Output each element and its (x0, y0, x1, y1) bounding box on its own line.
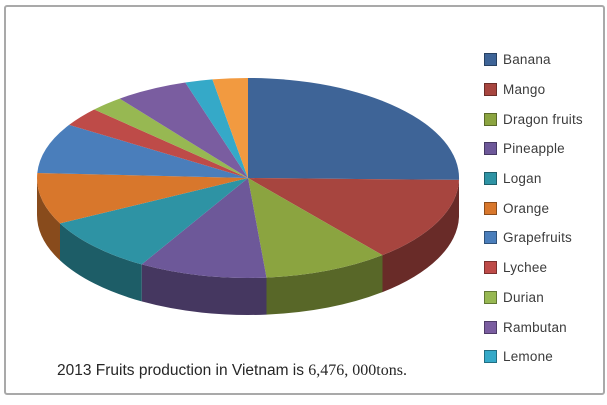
chart-border: Banana Mango Dragon fruits Pineapple Log… (4, 5, 605, 395)
legend-item-pineapple: Pineapple (484, 134, 583, 164)
pie-slice-lychee (69, 109, 248, 178)
legend-swatch-pineapple (484, 142, 497, 156)
pie-slice-durian (94, 98, 248, 178)
pie-slice-lemone (185, 79, 248, 178)
legend-item-rambutan: Rambutan (484, 312, 583, 342)
legend-label-banana: Banana (503, 52, 551, 68)
legend-label-grapefruits: Grapefruits (503, 230, 572, 246)
pie-slice-logan (60, 178, 248, 265)
legend-swatch-lychee (484, 261, 497, 275)
chart-caption: 2013 Fruits production in Vietnam is 6,4… (57, 362, 407, 380)
legend-swatch-mango (484, 83, 497, 97)
legend-swatch-grapefruits (484, 231, 497, 245)
legend-label-lemone: Lemone (503, 349, 553, 365)
legend-label-pineapple: Pineapple (503, 141, 565, 157)
legend: Banana Mango Dragon fruits Pineapple Log… (484, 45, 583, 372)
pie-slice-wall-dragon-fruits (266, 255, 383, 315)
legend-item-lychee: Lychee (484, 253, 583, 283)
legend-swatch-logan (484, 172, 497, 186)
pie-chart-3d (37, 77, 460, 315)
legend-label-rambutan: Rambutan (503, 319, 567, 335)
pie-slice-unlabeled (212, 77, 248, 178)
legend-label-lychee: Lychee (503, 260, 548, 276)
legend-swatch-orange (484, 201, 497, 215)
legend-item-logan: Logan (484, 164, 583, 194)
caption-value: 6,476, 000tons. (308, 362, 407, 379)
pie-slice-banana (248, 77, 460, 180)
legend-item-mango: Mango (484, 75, 583, 105)
caption-text: 2013 Fruits production in Vietnam is (57, 362, 309, 379)
pie-slice-orange (37, 173, 249, 224)
legend-label-durian: Durian (503, 289, 544, 305)
legend-item-orange: Orange (484, 193, 583, 223)
pie-slice-wall-pineapple (141, 264, 267, 315)
legend-item-durian: Durian (484, 283, 583, 313)
legend-label-logan: Logan (503, 171, 542, 187)
legend-swatch-banana (484, 53, 497, 67)
pie-slice-wall-orange (37, 178, 60, 261)
legend-swatch-durian (484, 290, 497, 304)
pie-slice-wall-logan (60, 223, 142, 302)
pie-slice-rambutan (119, 82, 248, 178)
legend-swatch-lemone (484, 350, 497, 364)
legend-item-dragon-fruits: Dragon fruits (484, 104, 583, 134)
legend-item-banana: Banana (484, 45, 583, 75)
pie-slice-pineapple (141, 178, 267, 278)
legend-label-orange: Orange (503, 200, 550, 216)
legend-label-dragon-fruits: Dragon fruits (503, 111, 583, 127)
legend-label-mango: Mango (503, 82, 546, 98)
legend-swatch-dragon-fruits (484, 112, 497, 126)
legend-item-lemone: Lemone (484, 342, 583, 372)
pie-slice-grapefruits (37, 124, 248, 178)
pie-slice-wall-mango (382, 179, 459, 293)
pie-slice-dragon-fruits (248, 178, 383, 278)
pie-slice-mango (248, 178, 459, 256)
legend-item-grapefruits: Grapefruits (484, 223, 583, 253)
legend-swatch-rambutan (484, 320, 497, 334)
